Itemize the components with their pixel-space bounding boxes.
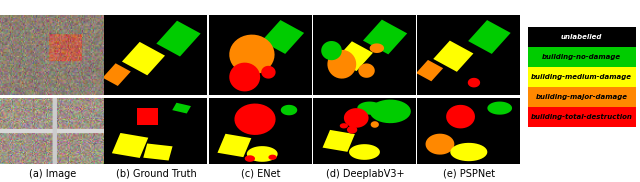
Polygon shape [262,20,304,54]
Polygon shape [112,133,148,158]
Polygon shape [261,66,276,79]
Polygon shape [370,100,411,123]
Polygon shape [328,50,356,79]
Bar [528,67,636,87]
Polygon shape [347,126,357,134]
Polygon shape [218,134,252,157]
Text: (b) Ground Truth: (b) Ground Truth [116,169,197,179]
Polygon shape [488,102,512,115]
Polygon shape [335,41,373,71]
Text: building-medium-damage: building-medium-damage [531,74,632,80]
Polygon shape [156,21,201,56]
Polygon shape [446,105,475,128]
Polygon shape [321,41,342,60]
Polygon shape [357,102,382,115]
Polygon shape [172,103,191,114]
Text: building-major-damage: building-major-damage [536,94,628,100]
Polygon shape [138,108,158,125]
Polygon shape [234,104,276,135]
Polygon shape [433,41,474,72]
Bar [528,47,636,67]
Text: (a) Image: (a) Image [29,169,76,179]
Polygon shape [468,20,511,54]
Polygon shape [102,63,131,86]
Polygon shape [349,144,380,160]
Polygon shape [122,42,165,75]
Polygon shape [370,43,384,53]
Polygon shape [268,155,276,160]
Bar [528,87,636,107]
Text: (d) DeeplabV3+: (d) DeeplabV3+ [326,169,404,179]
Polygon shape [281,105,297,115]
Polygon shape [371,121,379,128]
Bar [528,27,636,47]
Polygon shape [143,143,173,161]
Polygon shape [323,130,355,152]
Polygon shape [247,146,278,162]
Text: (c) ENet: (c) ENet [241,169,280,179]
Polygon shape [358,63,375,78]
Polygon shape [229,63,260,91]
Polygon shape [451,143,487,161]
Polygon shape [229,35,275,75]
Polygon shape [363,20,407,54]
Bar [528,107,636,127]
Polygon shape [340,123,348,128]
Text: (e) PSPNet: (e) PSPNet [444,169,495,179]
Text: building-no-damage: building-no-damage [542,54,621,60]
Text: unlabelled: unlabelled [561,34,602,40]
Polygon shape [244,155,255,162]
Text: building-total-destruction: building-total-destruction [531,114,633,120]
Polygon shape [416,60,443,81]
Polygon shape [344,108,369,128]
Polygon shape [426,134,454,155]
Polygon shape [468,78,480,87]
